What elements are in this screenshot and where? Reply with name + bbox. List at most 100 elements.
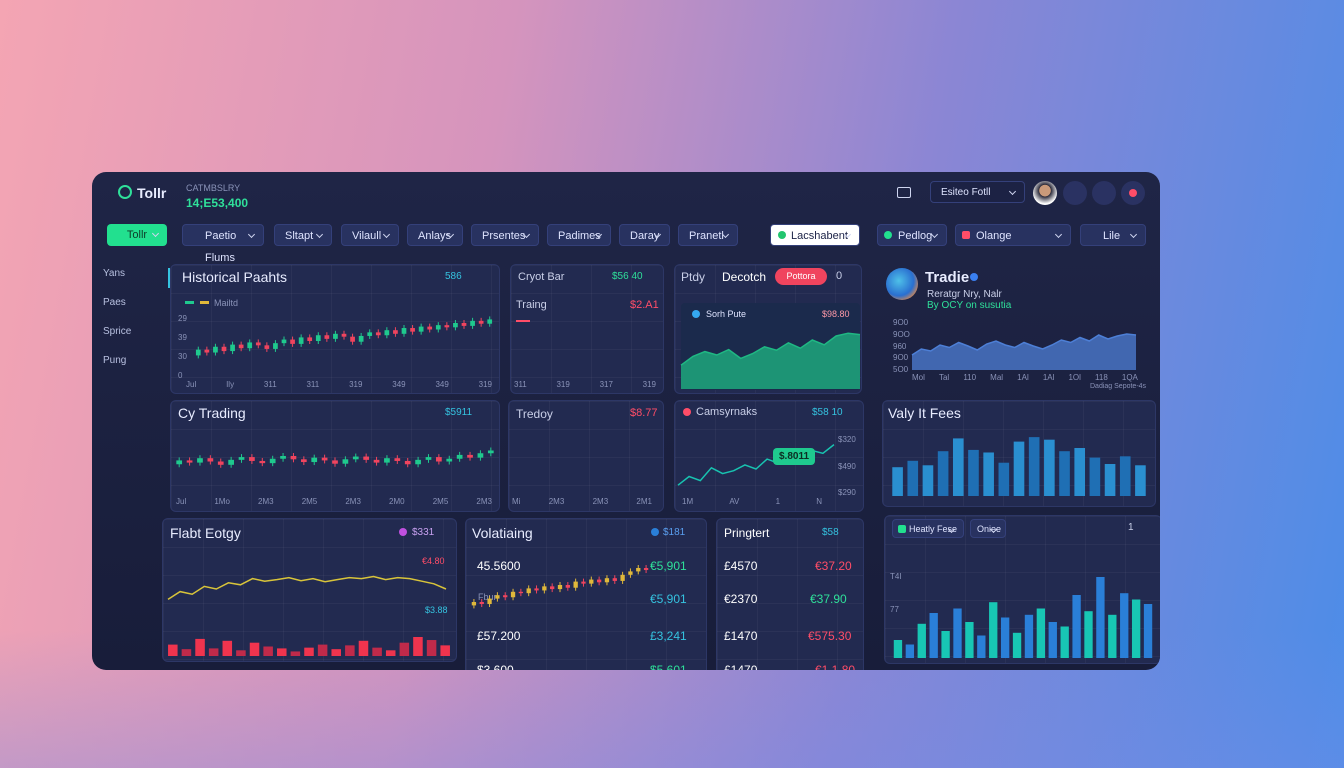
y-label: $290: [838, 488, 856, 497]
bar: [372, 647, 382, 656]
candle-body: [495, 595, 500, 599]
tab[interactable]: Ptdy: [681, 270, 706, 284]
status-dot: [778, 231, 786, 239]
panel-title: Tredoy: [516, 407, 553, 421]
filter[interactable]: Sltapt: [274, 224, 332, 246]
candle-body: [487, 319, 493, 324]
candle-body: [446, 458, 453, 462]
filter[interactable]: Daray: [619, 224, 670, 246]
bar: [1084, 611, 1093, 658]
filter[interactable]: Padimes: [547, 224, 611, 246]
alert-button[interactable]: [1121, 181, 1145, 205]
candle-body: [643, 568, 649, 571]
settings-button[interactable]: [1092, 181, 1116, 205]
pill[interactable]: Pottora: [775, 268, 827, 285]
candle-body: [213, 346, 218, 353]
area: [681, 333, 860, 389]
highlight-button[interactable]: Lacshabent: [770, 224, 860, 246]
candle-body: [394, 458, 401, 461]
bar: [1119, 456, 1131, 496]
menu-icon[interactable]: [897, 187, 911, 198]
bar: [998, 462, 1010, 496]
candle-body: [384, 458, 390, 463]
candle-body: [204, 349, 210, 353]
candle-body: [290, 456, 297, 460]
bar: [1135, 465, 1146, 496]
candle-body: [550, 586, 555, 590]
x-label: Mal: [990, 373, 1004, 382]
y-label: $320: [838, 435, 856, 444]
candle-body: [415, 459, 421, 465]
filter[interactable]: Olange: [955, 224, 1071, 246]
x-label: 2M5: [301, 497, 318, 506]
logo: Tollr: [137, 185, 167, 201]
badge-icon: [651, 528, 659, 536]
badge: $181: [663, 527, 686, 538]
sidebar-item: Paes: [103, 297, 126, 308]
line: [680, 332, 861, 366]
filter[interactable]: Prsentes: [471, 224, 539, 246]
bar: [965, 622, 974, 658]
x-label: 118: [1095, 373, 1108, 382]
primary-button[interactable]: Tollr: [107, 224, 167, 246]
avatar[interactable]: [1033, 181, 1057, 205]
badge: 586: [445, 271, 462, 282]
bar: [905, 644, 915, 658]
bar: [892, 467, 903, 496]
bar: [1089, 457, 1101, 496]
filter[interactable]: Anlays: [407, 224, 463, 246]
candle-body: [596, 579, 602, 583]
x-label: 319: [642, 380, 656, 389]
bar: [929, 613, 938, 658]
tab[interactable]: Heatly Fese: [892, 519, 964, 538]
panel: [170, 264, 500, 394]
badge: $5911: [445, 407, 473, 418]
tab[interactable]: Decotch: [722, 270, 767, 284]
y-label-list: T4I 77: [890, 572, 902, 614]
candle-body: [487, 598, 492, 605]
legend-swatch: [185, 301, 194, 304]
notify-button[interactable]: [1063, 181, 1087, 205]
candle-body: [221, 346, 227, 352]
candle-body: [341, 333, 347, 337]
candle-body: [273, 343, 278, 349]
candle-body: [467, 454, 473, 458]
candle-body: [479, 602, 484, 605]
bar: [1048, 622, 1057, 658]
panel-icon: [683, 408, 691, 416]
candle-body: [604, 578, 610, 583]
bar: [1024, 614, 1034, 658]
bar: [1104, 464, 1116, 496]
candle-body: [427, 326, 433, 330]
x-label: AV: [729, 497, 740, 506]
tab[interactable]: Oniee: [970, 519, 1006, 538]
filter[interactable]: Vilaull: [341, 224, 399, 246]
logo-icon: [118, 185, 132, 199]
y-label: 9O0: [893, 318, 909, 327]
badge-icon: [399, 528, 407, 536]
value-bubble: $.8011: [773, 448, 816, 465]
filter[interactable]: Pranetl: [678, 224, 738, 246]
bar: [937, 451, 949, 496]
candle-body: [373, 459, 380, 463]
candle-body: [238, 457, 245, 460]
badge: $58: [822, 527, 839, 538]
active-indicator: [168, 268, 170, 288]
x-label: 319: [478, 380, 492, 389]
count: 1: [1128, 522, 1134, 533]
x-label: 311: [306, 380, 320, 389]
search-filter[interactable]: Paetio Flums: [182, 224, 264, 264]
filter[interactable]: Lile: [1080, 224, 1146, 246]
search-box[interactable]: Esiteo Fotll: [930, 181, 1025, 203]
area-chart: [911, 333, 1137, 370]
bar: [1120, 593, 1129, 658]
count: 0: [836, 270, 843, 282]
filter[interactable]: Pedlog: [877, 224, 947, 246]
bar: [276, 648, 287, 656]
candle-chart: [471, 565, 649, 609]
candle-body: [255, 342, 261, 346]
bar: [907, 460, 919, 496]
x-label-list: 1M AV 1 N: [682, 497, 822, 506]
